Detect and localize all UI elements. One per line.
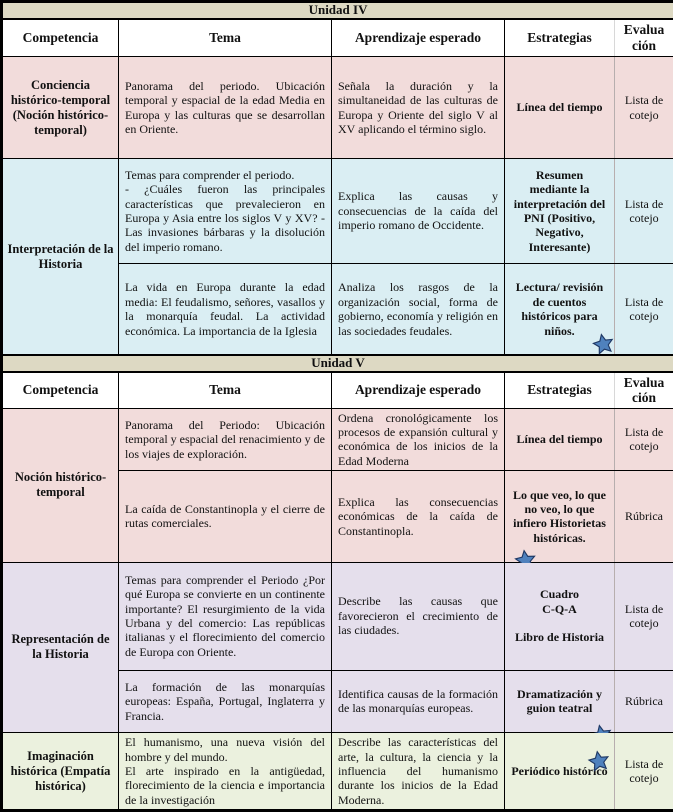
aprendizaje-cell: Describe las causas que favorecieron el … bbox=[332, 562, 505, 670]
evaluacion-cell: Lista de cotejo bbox=[615, 408, 673, 471]
column-header-row: Competencia Tema Aprendizaje esperado Es… bbox=[2, 372, 673, 409]
competencia-cell: Interpretación de la Historia bbox=[2, 159, 119, 356]
evaluacion-cell: Rúbrica bbox=[615, 670, 673, 733]
unit-title: Unidad V bbox=[2, 355, 673, 371]
table-row: Conciencia histórico-temporal (Noción hi… bbox=[2, 57, 673, 159]
aprendizaje-cell: Ordena cronológicamente los procesos de … bbox=[332, 408, 505, 471]
star-icon bbox=[587, 317, 614, 344]
estrategias-cell: Lo que veo, lo que no veo, lo que infier… bbox=[505, 471, 615, 562]
estrategias-cell: Cuadro C-Q-A Libro de Historia bbox=[505, 562, 615, 670]
tema-cell: La caída de Constantinopla y el cierre d… bbox=[119, 471, 332, 562]
tema-cell: Temas para comprender el periodo. - ¿Cuá… bbox=[119, 159, 332, 264]
aprendizaje-cell: Explica las causas y consecuencias de la… bbox=[332, 159, 505, 264]
aprendizaje-cell: Explica las consecuencias económicas de … bbox=[332, 471, 505, 562]
aprendizaje-cell: Identifica causas de la formación de las… bbox=[332, 670, 505, 733]
header-tema: Tema bbox=[119, 372, 332, 409]
competencia-cell: Noción histórico-temporal bbox=[2, 408, 119, 562]
estrategias-cell: Línea del tiempo bbox=[505, 57, 615, 159]
tema-cell: Panorama del periodo. Ubicación temporal… bbox=[119, 57, 332, 159]
unit-title: Unidad IV bbox=[2, 2, 673, 19]
tema-cell: La formación de las monarquías europeas:… bbox=[119, 670, 332, 733]
estrategias-cell: Línea del tiempo bbox=[505, 408, 615, 471]
star-icon bbox=[583, 734, 610, 761]
evaluacion-cell: Lista de cotejo bbox=[615, 264, 673, 356]
evaluacion-cell: Lista de cotejo bbox=[615, 57, 673, 159]
header-tema: Tema bbox=[119, 19, 332, 57]
aprendizaje-cell: Describe las características del arte, l… bbox=[332, 733, 505, 811]
header-estrategias: Estrategias bbox=[505, 19, 615, 57]
tema-cell: El humanismo, una nueva visión del hombr… bbox=[119, 733, 332, 811]
evaluacion-cell: Lista de cotejo bbox=[615, 562, 673, 670]
evaluacion-cell: Rúbrica bbox=[615, 471, 673, 562]
tema-cell: Panorama del Periodo: Ubicación temporal… bbox=[119, 408, 332, 471]
header-aprendizaje: Aprendizaje esperado bbox=[332, 372, 505, 409]
aprendizaje-cell: Señala la duración y la simultaneidad de… bbox=[332, 57, 505, 159]
tema-cell: La vida en Europa durante la edad media:… bbox=[119, 264, 332, 356]
header-competencia: Competencia bbox=[2, 19, 119, 57]
evaluacion-cell: Lista de cotejo bbox=[615, 159, 673, 264]
unit-v: Unidad V Competencia Tema Aprendizaje es… bbox=[2, 355, 673, 810]
table-row: Interpretación de la Historia Temas para… bbox=[2, 159, 673, 264]
star-icon bbox=[585, 708, 612, 735]
estrategias-cell: Resumen mediante la interpretación del P… bbox=[505, 159, 615, 264]
estrategias-cell: Lectura/ revisión de cuentos históricos … bbox=[505, 264, 615, 356]
table-row: Imaginación histórica (Empatía histórica… bbox=[2, 733, 673, 811]
header-evaluacion: Evalua ción bbox=[615, 19, 673, 57]
header-estrategias: Estrategias bbox=[505, 372, 615, 409]
evaluacion-cell: Lista de cotejo bbox=[615, 733, 673, 811]
star-icon bbox=[511, 533, 537, 559]
estrategias-cell: Periódico histórico bbox=[505, 733, 615, 811]
unit-iv: Unidad IV Competencia Tema Aprendizaje e… bbox=[2, 2, 673, 356]
header-evaluacion: Evalua ción bbox=[615, 372, 673, 409]
header-competencia: Competencia bbox=[2, 372, 119, 409]
column-header-row: Competencia Tema Aprendizaje esperado Es… bbox=[2, 19, 673, 57]
competencia-cell: Imaginación histórica (Empatía histórica… bbox=[2, 733, 119, 811]
estrategias-cell: Dramatización y guion teatral bbox=[505, 670, 615, 733]
tema-cell: Temas para comprender el Periodo ¿Por qu… bbox=[119, 562, 332, 670]
table-row: Representación de la Historia Temas para… bbox=[2, 562, 673, 670]
header-aprendizaje: Aprendizaje esperado bbox=[332, 19, 505, 57]
table-row: Noción histórico-temporal Panorama del P… bbox=[2, 408, 673, 471]
aprendizaje-cell: Analiza los rasgos de la organización so… bbox=[332, 264, 505, 356]
competencia-cell: Representación de la Historia bbox=[2, 562, 119, 733]
competencia-cell: Conciencia histórico-temporal (Noción hi… bbox=[2, 57, 119, 159]
